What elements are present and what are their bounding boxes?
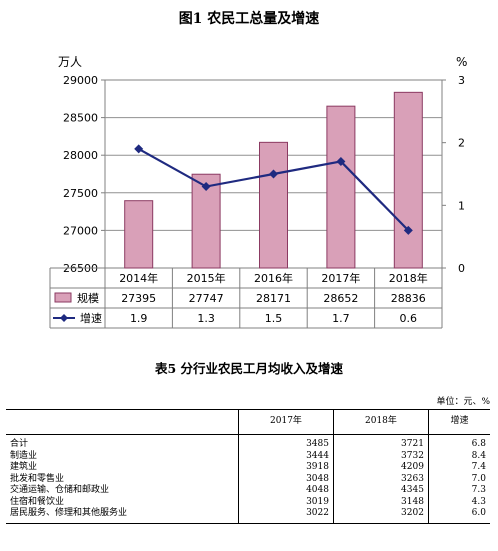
value-cell: 6.0 xyxy=(427,508,490,524)
right-axis-tick-label: 0 xyxy=(458,262,465,275)
right-axis-unit: % xyxy=(456,55,467,69)
bar-2017 xyxy=(326,105,356,269)
value-cell: 6.8 xyxy=(427,434,490,451)
bar-2014 xyxy=(124,200,154,269)
value-cell: 3202 xyxy=(332,508,429,524)
value-cell: 4345 xyxy=(332,485,429,497)
data-label: 0.6 xyxy=(400,312,418,325)
bar-2018 xyxy=(393,91,423,269)
value-cell: 3918 xyxy=(238,462,334,474)
table-row: 居民服务、修理和其他服务业 3022 3202 6.0 xyxy=(6,508,490,524)
data-label: 27395 xyxy=(121,292,156,305)
legend-line-label: 增速 xyxy=(80,311,102,325)
growth-marker xyxy=(269,169,278,179)
legend-bar-swatch xyxy=(54,292,72,303)
header-cell-2017: 2017年 xyxy=(238,409,334,435)
right-axis-tick-label: 1 xyxy=(458,199,465,212)
value-cell: 3263 xyxy=(332,473,429,485)
growth-marker xyxy=(134,144,144,154)
industry-name-cell: 建筑业 xyxy=(10,462,38,472)
right-axis-tick-label: 2 xyxy=(458,137,465,150)
data-label: 27747 xyxy=(189,292,224,305)
table-row: 交通运输、仓储和邮政业 4048 4345 7.3 xyxy=(6,485,490,497)
table-row: 建筑业 3918 4209 7.4 xyxy=(6,462,490,474)
industry-name-cell: 制造业 xyxy=(10,450,38,461)
data-label: 1.3 xyxy=(197,312,215,325)
value-cell: 4.3 xyxy=(427,496,490,508)
value-cell: 7.4 xyxy=(427,462,490,474)
value-cell: 4209 xyxy=(332,462,429,474)
x-tick-label: 2017年 xyxy=(321,271,360,285)
value-cell: 8.4 xyxy=(427,450,490,462)
data-label: 28652 xyxy=(323,292,358,305)
header-cell-2018: 2018年 xyxy=(332,409,429,435)
bar-2016 xyxy=(259,141,288,269)
income-table-unit: 单位：元、% xyxy=(436,397,490,407)
data-label: 28171 xyxy=(256,292,291,305)
industry-name-cell: 批发和零售业 xyxy=(10,473,65,484)
data-label: 1.9 xyxy=(130,312,148,325)
income-table-header-row: 2017年 2018年 增速 xyxy=(6,409,490,435)
value-cell: 3148 xyxy=(332,496,429,508)
value-cell: 3019 xyxy=(238,496,334,508)
value-cell: 3048 xyxy=(238,473,334,485)
legend-line-marker xyxy=(60,314,68,322)
industry-name-cell: 居民服务、修理和其他服务业 xyxy=(6,508,239,524)
growth-marker xyxy=(336,156,346,166)
left-axis-tick-label: 27000 xyxy=(63,224,98,237)
value-cell: 3022 xyxy=(238,508,334,524)
table-row: 制造业 3444 3732 8.4 xyxy=(6,450,490,462)
income-table-title: 表5 分行业农民工月均收入及增速 xyxy=(154,361,344,376)
x-tick-label: 2018年 xyxy=(389,271,428,285)
data-label: 1.7 xyxy=(332,312,350,325)
x-tick-label: 2014年 xyxy=(119,271,158,285)
value-cell: 7.3 xyxy=(427,485,490,497)
data-label: 28836 xyxy=(391,292,426,305)
value-cell: 4048 xyxy=(238,485,334,497)
value-cell: 3444 xyxy=(238,450,334,462)
x-tick-label: 2016年 xyxy=(254,271,293,285)
income-table: 2017年 2018年 增速 合计 3485 3721 6.8 制造业 3444 3732 8… xyxy=(6,409,490,524)
x-tick-label: 2015年 xyxy=(187,271,226,285)
industry-name-cell: 住宿和餐饮业 xyxy=(10,496,65,507)
table-row: 批发和零售业 3048 3263 7.0 xyxy=(6,473,490,485)
left-axis-tick-label: 28500 xyxy=(63,112,98,125)
figure-title: 图1 农民工总量及增速 xyxy=(178,11,320,27)
right-axis-tick-label: 3 xyxy=(458,74,465,87)
value-cell: 3485 xyxy=(238,434,334,451)
value-cell: 7.0 xyxy=(427,473,490,485)
data-label: 1.5 xyxy=(265,312,283,325)
industry-name-cell: 合计 xyxy=(10,439,29,449)
left-axis-unit: 万人 xyxy=(58,55,82,69)
growth-marker xyxy=(403,225,413,235)
left-axis-tick-label: 28000 xyxy=(63,149,98,162)
value-cell: 3732 xyxy=(332,450,429,462)
industry-name-cell: 交通运输、仓储和邮政业 xyxy=(10,485,110,495)
table-row: 住宿和餐饮业 3019 3148 4.3 xyxy=(6,496,490,508)
value-cell: 3721 xyxy=(332,434,429,451)
header-cell-industry xyxy=(6,409,239,435)
table-row: 合计 3485 3721 6.8 xyxy=(6,434,490,451)
growth-marker xyxy=(201,182,211,192)
left-axis-tick-label: 29000 xyxy=(63,74,98,87)
left-axis-tick-label: 27500 xyxy=(63,187,98,200)
legend-bar-label: 规模 xyxy=(77,291,99,305)
header-cell-growth: 增速 xyxy=(427,409,490,435)
